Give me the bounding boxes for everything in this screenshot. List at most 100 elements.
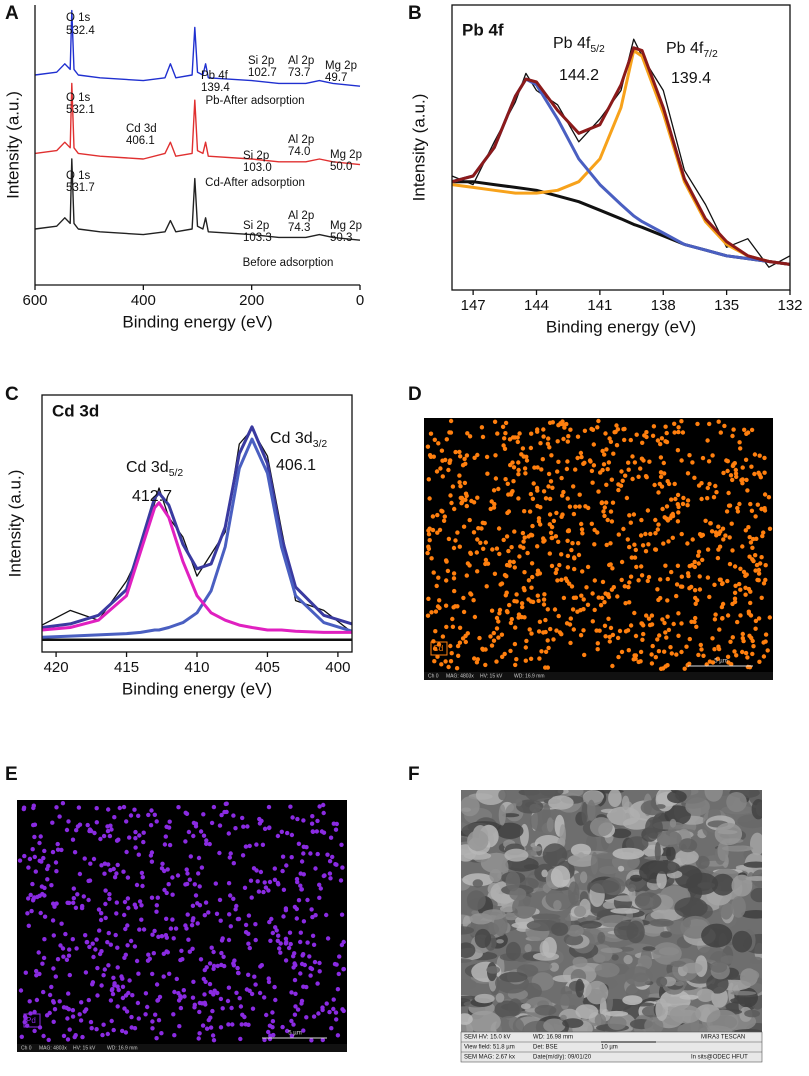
map-dot <box>185 881 190 887</box>
map-dot <box>71 886 77 891</box>
map-dot <box>80 903 85 909</box>
map-dot <box>740 544 745 549</box>
map-dot <box>496 486 501 492</box>
particle <box>575 1004 599 1019</box>
map-dot <box>733 583 738 588</box>
map-dot <box>576 552 582 558</box>
map-dot <box>747 535 752 540</box>
map-dot <box>427 526 432 531</box>
map-dot <box>32 1009 37 1015</box>
map-dot <box>278 941 283 946</box>
map-dot <box>753 568 758 573</box>
map-dot <box>98 836 103 842</box>
map-dot <box>725 578 730 584</box>
map-dot <box>128 813 134 818</box>
map-dot <box>489 608 495 613</box>
particle <box>741 910 762 919</box>
map-dot <box>662 620 667 626</box>
map-dot <box>528 656 534 661</box>
annotation: 50.0 <box>330 161 352 173</box>
map-dot <box>517 431 522 436</box>
map-dot <box>190 995 196 1000</box>
map-dot <box>664 504 670 509</box>
map-dot <box>215 963 220 969</box>
map-dot <box>707 594 712 600</box>
map-dot <box>92 830 97 836</box>
map-dot <box>166 882 171 887</box>
map-dot <box>710 453 715 458</box>
map-dot <box>619 577 624 583</box>
map-dot <box>547 551 552 556</box>
map-dot <box>185 871 190 876</box>
particle <box>624 966 653 987</box>
map-dot <box>601 462 607 467</box>
map-dot <box>725 468 730 474</box>
particle <box>675 849 699 865</box>
map-dot <box>614 443 620 448</box>
map-dot <box>246 941 251 946</box>
map-dot <box>653 531 658 536</box>
map-dot <box>425 613 431 618</box>
map-dot <box>743 457 749 462</box>
map-dot <box>607 562 612 568</box>
map-dot <box>492 419 498 424</box>
map-dot <box>759 595 764 600</box>
map-dot <box>230 1022 235 1027</box>
map-dot <box>607 436 612 441</box>
map-dot <box>554 628 559 633</box>
map-dot <box>436 575 441 580</box>
map-dot <box>564 466 570 472</box>
map-dot <box>526 534 531 539</box>
particle <box>750 956 762 965</box>
map-dot <box>74 946 79 951</box>
map-dot <box>70 837 76 842</box>
map-dot <box>689 584 694 590</box>
map-dot <box>504 574 509 579</box>
map-dot <box>600 448 605 454</box>
map-dot <box>478 540 483 545</box>
map-dot <box>288 804 293 809</box>
map-dot <box>156 1018 162 1023</box>
map-dot <box>321 830 327 835</box>
map-dot <box>647 459 652 464</box>
map-dot <box>530 574 535 580</box>
map-dot <box>41 989 46 995</box>
map-dot <box>547 522 552 527</box>
map-dot <box>26 896 31 901</box>
map-dot <box>659 436 665 441</box>
map-dot <box>234 990 239 995</box>
map-dot <box>540 457 545 462</box>
particle <box>744 1009 760 1018</box>
map-dot <box>132 944 138 949</box>
particle <box>587 799 596 822</box>
map-dot <box>632 542 637 547</box>
map-dot <box>331 1006 336 1012</box>
map-dot <box>551 518 557 524</box>
map-dot <box>561 436 566 442</box>
map-dot <box>341 966 346 972</box>
map-dot <box>101 1022 106 1027</box>
map-dot <box>547 512 553 517</box>
annotation-text: Cd 3d <box>126 123 157 135</box>
map-dot <box>566 528 571 533</box>
x-tick-label: 200 <box>239 292 264 309</box>
particle <box>585 980 609 1005</box>
map-dot <box>650 643 655 649</box>
map-dot <box>240 815 245 821</box>
annotation-text: 532.4 <box>66 25 95 37</box>
map-dot <box>339 912 345 917</box>
map-dot <box>291 954 296 959</box>
map-dot <box>293 963 298 968</box>
map-dot <box>735 509 741 514</box>
annotation-subscript: 3/2 <box>313 439 328 450</box>
annotation: Al 2p <box>288 210 314 222</box>
map-dot <box>507 559 513 564</box>
map-dot <box>155 895 160 900</box>
map-dot <box>150 971 155 977</box>
particle <box>606 990 613 1013</box>
map-dot <box>517 554 522 559</box>
map-dot <box>435 604 441 609</box>
map-dot <box>690 537 695 542</box>
map-dot <box>337 954 342 959</box>
annotation-text: 144.2 <box>559 67 599 84</box>
